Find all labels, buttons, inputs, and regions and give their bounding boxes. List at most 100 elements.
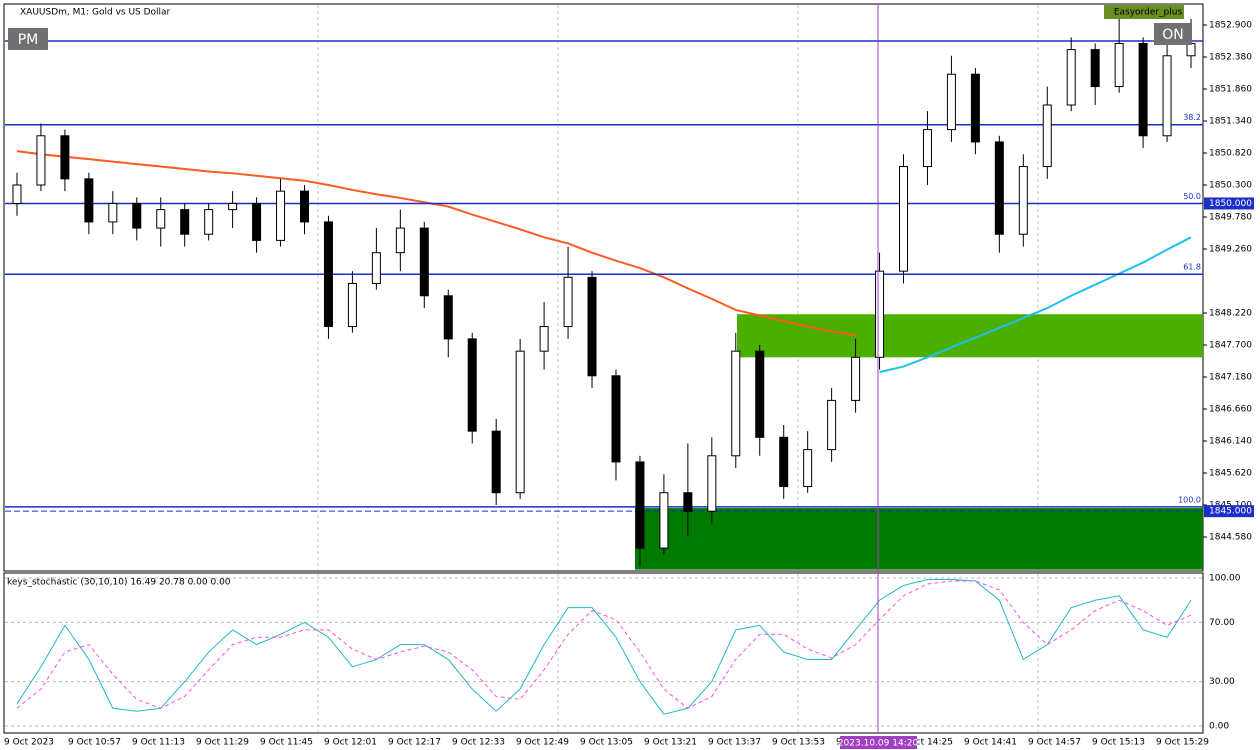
y-tick-label: 1851.860 <box>1209 85 1252 95</box>
layer: 38.2 50.0 61.8 100.0 9 Oct 2023 9 Oct 10:57 9 … <box>4 5 1209 748</box>
indicator-title: keys_stochastic (30,10,10) 16.49 20.78 0… <box>7 578 231 588</box>
y-tick-label: 1852.900 <box>1209 21 1252 31</box>
candle-body <box>1042 104 1052 168</box>
candle-body <box>347 282 357 328</box>
candle-body <box>731 350 741 457</box>
x-tick-label: 9 Oct 14:25 <box>900 738 953 748</box>
candle-body <box>108 202 118 223</box>
candle-body <box>1114 42 1124 88</box>
candle-body <box>779 436 789 488</box>
y-tick-label: 1848.220 <box>1209 309 1252 319</box>
candle-body <box>12 184 22 204</box>
y-tick-label: 1847.180 <box>1209 373 1252 383</box>
candle-body <box>1090 49 1100 88</box>
chart-title: XAUUSDm, M1: Gold vs US Dollar <box>20 8 171 18</box>
y-tick-label: 70.00 <box>1209 618 1235 628</box>
stochastic-line <box>16 579 1192 715</box>
x-tick-label: 9 Oct 11:13 <box>132 738 185 748</box>
candle-body <box>635 461 645 549</box>
candle-body <box>395 227 405 254</box>
candle-body <box>1162 55 1172 137</box>
on-label[interactable]: ON <box>1162 27 1184 43</box>
candle-body <box>659 492 669 549</box>
candle-body <box>946 73 956 131</box>
moving-average <box>16 150 856 337</box>
price-frame <box>3 3 1204 572</box>
price-box <box>1204 197 1254 210</box>
y-tick-label: 1849.260 <box>1209 245 1252 255</box>
candle-body <box>276 190 286 241</box>
x-tick-label: 9 Oct 11:29 <box>196 738 249 748</box>
y-tick-label: 1850.820 <box>1209 149 1252 159</box>
pm-button[interactable] <box>8 28 48 50</box>
y-tick-label: 1846.140 <box>1209 437 1252 447</box>
candle-body <box>491 430 501 494</box>
pm-label[interactable]: PM <box>18 32 39 48</box>
x-tick-label: 9 Oct 11:45 <box>260 738 313 748</box>
level-label: 100.0 <box>1178 495 1201 504</box>
y-tick-label: 0.00 <box>1209 722 1229 732</box>
candle-body <box>970 73 980 143</box>
candle-body <box>419 227 429 297</box>
candle-body <box>252 202 262 241</box>
candle-body <box>539 326 549 352</box>
candle-body <box>180 209 190 235</box>
stoch-frame <box>3 572 1204 734</box>
candle-body <box>323 221 333 328</box>
candle-body <box>371 252 381 284</box>
level-label: 61.8 <box>1183 263 1201 272</box>
candle-body <box>1186 42 1196 57</box>
candle-body <box>851 356 861 401</box>
candle-body <box>994 141 1004 235</box>
crosshair-box <box>840 736 917 749</box>
candle-body <box>899 166 908 272</box>
candle-body <box>611 375 621 463</box>
candle-body <box>683 492 693 512</box>
price-label: 1850.000 <box>1209 199 1252 209</box>
candle-body <box>563 276 573 328</box>
x-tick-label: 9 Oct 14:41 <box>964 738 1017 748</box>
candle-body <box>922 129 932 168</box>
candle-body <box>755 350 765 438</box>
x-tick-label: 9 Oct 14:57 <box>1028 738 1081 748</box>
panel-box[interactable] <box>1104 5 1184 19</box>
x-tick-label: 9 Oct 2023 <box>4 738 54 748</box>
x-tick-label: 9 Oct 12:01 <box>324 738 377 748</box>
crosshair-time: 2023.10.09 14:20 <box>838 739 919 749</box>
on-button[interactable] <box>1154 23 1192 45</box>
candle-body <box>587 276 597 377</box>
candle-body <box>1138 42 1148 137</box>
y-tick-label: 1849.780 <box>1209 213 1252 223</box>
candle-body <box>1066 49 1076 106</box>
candle-body <box>204 209 214 235</box>
candle-body <box>132 202 142 229</box>
candle-body <box>467 338 477 432</box>
x-tick-label: 9 Oct 13:05 <box>580 738 633 748</box>
panel-label[interactable]: Easyorder_plus <box>1114 8 1183 18</box>
y-tick-label: 1851.340 <box>1209 117 1252 127</box>
y-tick-label: 30.00 <box>1209 677 1235 687</box>
y-tick-label: 100.00 <box>1209 574 1241 584</box>
x-tick-label: 9 Oct 12:49 <box>516 738 569 748</box>
x-tick-label: 9 Oct 13:21 <box>644 738 697 748</box>
price-box <box>1204 505 1254 518</box>
x-tick-label: 9 Oct 12:17 <box>388 738 441 748</box>
candle-body <box>875 270 885 358</box>
level-label: 50.0 <box>1183 192 1201 201</box>
candle-body <box>1018 166 1028 235</box>
candle-body <box>515 350 525 494</box>
candle-body <box>36 135 46 186</box>
y-tick-label: 1845.620 <box>1209 469 1252 479</box>
x-tick-label: 9 Oct 12:33 <box>452 738 505 748</box>
candle-body <box>443 295 453 340</box>
x-tick-label: 9 Oct 13:37 <box>708 738 761 748</box>
zone <box>635 508 1203 570</box>
candle-body <box>300 190 309 223</box>
y-tick-label: 1850.300 <box>1209 181 1252 191</box>
candle-body <box>228 202 238 211</box>
x-tick-label: 9 Oct 15:29 <box>1156 738 1209 748</box>
candle-body <box>60 135 70 180</box>
candle-body <box>803 449 813 488</box>
